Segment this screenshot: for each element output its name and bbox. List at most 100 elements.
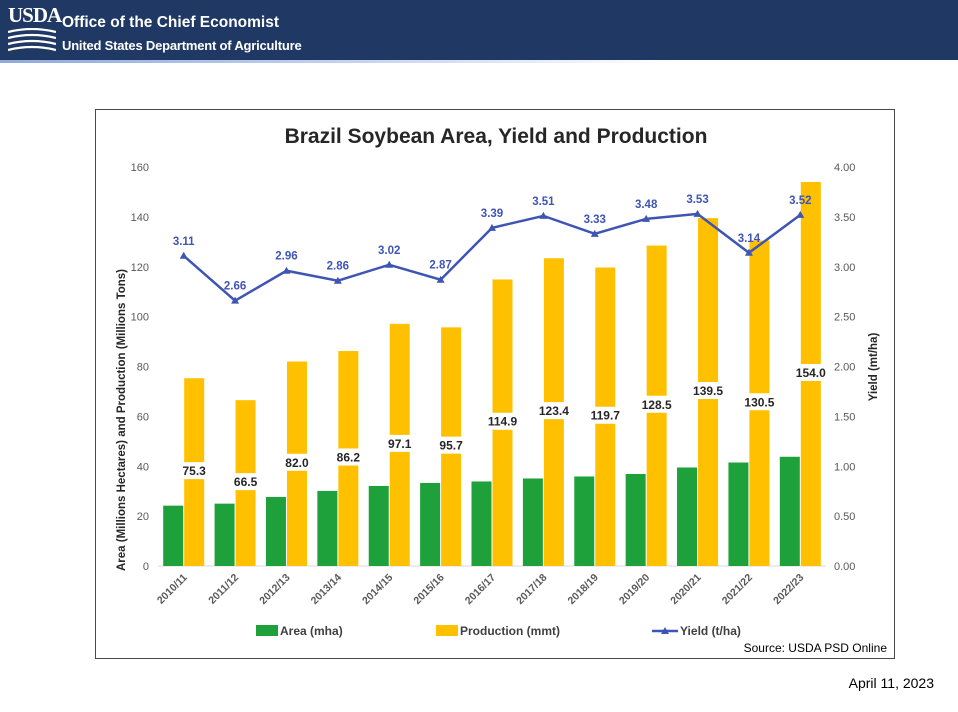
yield-data-label: 3.11 bbox=[173, 236, 195, 248]
production-data-label: 86.2 bbox=[337, 451, 361, 465]
header-banner: USDA Office of the Chief Economist Unite… bbox=[0, 0, 958, 60]
yield-marker bbox=[539, 211, 548, 219]
logo-waves-icon bbox=[8, 28, 56, 52]
y2-tick-label: 3.00 bbox=[834, 262, 855, 274]
y2-axis-label: Yield (mt/ha) bbox=[868, 333, 880, 402]
y2-tick-label: 2.00 bbox=[834, 362, 855, 374]
y2-tick-label: 3.50 bbox=[834, 212, 855, 224]
production-label-box bbox=[584, 406, 627, 424]
yield-data-label: 3.51 bbox=[532, 196, 555, 208]
y-tick-label: 40 bbox=[137, 461, 149, 473]
yield-data-label: 3.39 bbox=[481, 208, 503, 220]
legend-swatch bbox=[256, 625, 278, 636]
y2-tick-label: 1.00 bbox=[834, 461, 855, 473]
production-data-label: 130.5 bbox=[744, 395, 774, 409]
legend-swatch-marker bbox=[661, 627, 669, 634]
x-tick-label: 2020/21 bbox=[668, 572, 703, 607]
y-tick-label: 120 bbox=[131, 262, 149, 274]
production-data-label: 75.3 bbox=[183, 464, 207, 478]
banner-rule bbox=[0, 60, 958, 63]
production-data-label: 82.0 bbox=[285, 456, 309, 470]
area-bar bbox=[471, 481, 492, 566]
production-data-label: 154.0 bbox=[796, 366, 826, 380]
x-tick-label: 2017/18 bbox=[514, 572, 549, 607]
yield-marker bbox=[590, 229, 599, 237]
production-data-label: 123.4 bbox=[539, 404, 569, 418]
legend-label: Area (mha) bbox=[280, 624, 343, 638]
yield-data-label: 2.87 bbox=[429, 260, 451, 272]
office-title: Office of the Chief Economist bbox=[62, 14, 280, 31]
area-bar bbox=[163, 505, 184, 566]
x-tick-label: 2021/22 bbox=[720, 572, 755, 607]
x-tick-label: 2012/13 bbox=[257, 572, 292, 607]
yield-data-label: 3.33 bbox=[584, 214, 606, 226]
y-tick-label: 100 bbox=[131, 312, 149, 324]
production-data-label: 114.9 bbox=[488, 415, 518, 429]
y-tick-label: 0 bbox=[143, 561, 149, 573]
source-note: Source: USDA PSD Online bbox=[744, 641, 888, 655]
chart-frame: Brazil Soybean Area, Yield and Productio… bbox=[95, 109, 895, 659]
area-bar bbox=[522, 478, 543, 566]
yield-data-label: 3.52 bbox=[789, 195, 811, 207]
y2-tick-label: 0.00 bbox=[834, 561, 855, 573]
department-title: United States Department of Agriculture bbox=[62, 38, 302, 53]
legend-swatch bbox=[436, 625, 458, 636]
x-tick-label: 2018/19 bbox=[566, 572, 601, 607]
x-tick-label: 2013/14 bbox=[309, 572, 344, 607]
yield-marker bbox=[282, 266, 291, 274]
y2-tick-label: 4.00 bbox=[834, 162, 855, 174]
production-data-label: 66.5 bbox=[234, 475, 258, 489]
yield-data-label: 3.48 bbox=[635, 199, 658, 211]
area-bar bbox=[368, 485, 389, 566]
yield-data-label: 3.14 bbox=[738, 233, 761, 245]
usda-logo: USDA bbox=[8, 4, 62, 56]
production-label-box bbox=[176, 462, 212, 480]
production-label-box bbox=[532, 402, 575, 420]
production-label-box bbox=[433, 436, 469, 454]
x-tick-label: 2016/17 bbox=[463, 572, 498, 607]
y-tick-label: 140 bbox=[131, 212, 149, 224]
yield-data-label: 2.96 bbox=[275, 251, 297, 263]
area-bar bbox=[779, 456, 800, 566]
yield-marker bbox=[488, 223, 496, 231]
yield-data-label: 3.02 bbox=[378, 245, 400, 257]
yield-marker bbox=[333, 276, 342, 284]
production-data-label: 119.7 bbox=[591, 409, 621, 423]
legend-label: Production (mmt) bbox=[460, 624, 560, 638]
yield-data-label: 2.66 bbox=[224, 281, 246, 293]
production-data-label: 95.7 bbox=[439, 439, 463, 453]
area-bar bbox=[317, 490, 338, 566]
area-bar bbox=[420, 482, 441, 566]
area-bar bbox=[265, 496, 286, 566]
x-tick-label: 2015/16 bbox=[411, 572, 446, 607]
yield-marker bbox=[385, 260, 394, 268]
y-tick-label: 60 bbox=[137, 411, 149, 423]
production-label-box bbox=[228, 473, 263, 491]
legend-label: Yield (t/ha) bbox=[680, 624, 741, 638]
y2-tick-label: 0.50 bbox=[834, 511, 855, 523]
yield-marker bbox=[436, 275, 445, 283]
yield-marker bbox=[231, 296, 240, 304]
production-label-box bbox=[481, 412, 524, 430]
x-tick-label: 2011/12 bbox=[206, 572, 241, 607]
y2-tick-label: 2.50 bbox=[834, 312, 855, 324]
area-bar bbox=[728, 462, 749, 566]
yield-marker bbox=[693, 209, 702, 217]
yield-marker bbox=[796, 210, 805, 218]
date-label: April 11, 2023 bbox=[848, 675, 934, 691]
production-data-label: 139.5 bbox=[693, 384, 723, 398]
yield-marker bbox=[744, 248, 753, 256]
area-bar bbox=[677, 467, 698, 566]
area-bar bbox=[625, 473, 646, 566]
y-axis-label: Area (Millions Hectares) and Production … bbox=[116, 269, 128, 571]
x-tick-label: 2019/20 bbox=[617, 572, 652, 607]
production-data-label: 128.5 bbox=[642, 398, 672, 412]
production-label-box bbox=[789, 363, 832, 381]
soybean-chart: Brazil Soybean Area, Yield and Productio… bbox=[116, 125, 888, 655]
production-label-box bbox=[635, 395, 678, 413]
production-label-box bbox=[279, 453, 315, 471]
area-bar bbox=[574, 476, 595, 566]
x-tick-label: 2022/23 bbox=[771, 572, 806, 607]
production-label-box bbox=[330, 448, 366, 466]
y-tick-label: 20 bbox=[137, 511, 149, 523]
